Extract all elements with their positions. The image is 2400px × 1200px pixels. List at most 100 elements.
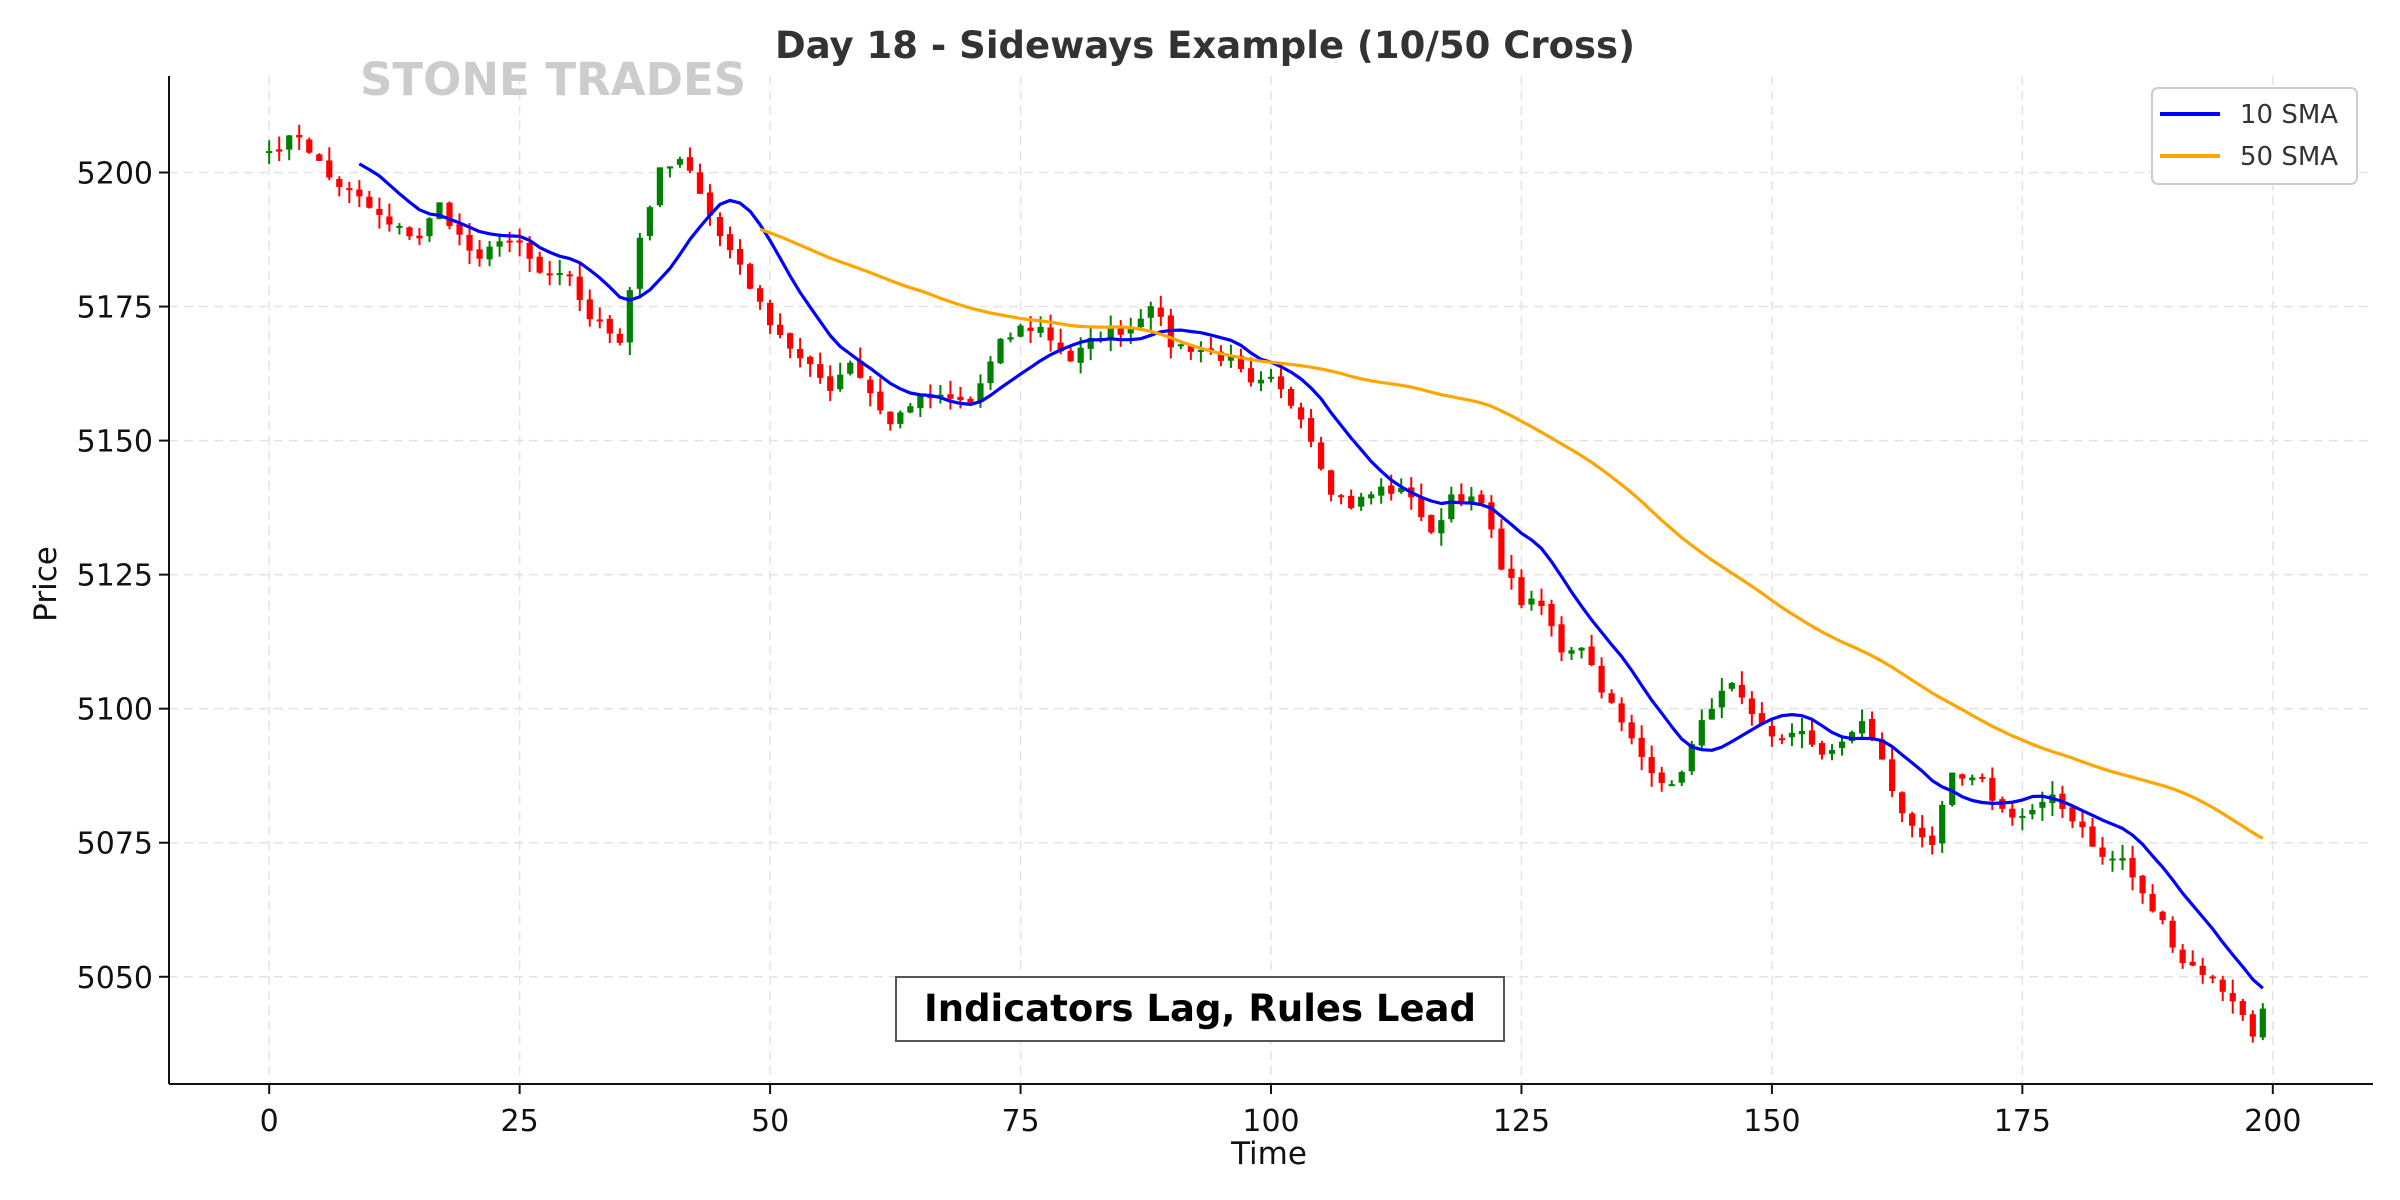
- candle-body: [1608, 693, 1615, 703]
- candle-body: [766, 302, 774, 326]
- legend-label-50-sma: 50 SMA: [2240, 142, 2338, 172]
- candle-body: [857, 360, 864, 378]
- candle-body: [1378, 486, 1385, 496]
- candle-body: [746, 264, 754, 289]
- candle-body: [1708, 708, 1715, 720]
- candle-body: [1317, 442, 1325, 469]
- candle-body: [1638, 737, 1645, 757]
- candle-body: [466, 234, 473, 251]
- candle-body: [476, 249, 483, 259]
- candle-body: [1808, 730, 1816, 745]
- candle-body: [1067, 350, 1074, 362]
- candle-body: [1418, 496, 1425, 518]
- candle-body: [286, 135, 293, 150]
- candle-body: [416, 235, 423, 239]
- candle-body: [1738, 684, 1745, 698]
- candle-body: [346, 188, 353, 191]
- x-tick-label: 125: [1493, 1104, 1550, 1139]
- candle-body: [396, 225, 403, 228]
- candle-body: [947, 394, 954, 399]
- candle-body: [1838, 741, 1846, 748]
- candle-body: [1828, 750, 1836, 754]
- candle-body: [1969, 777, 1976, 781]
- candle-body: [967, 398, 974, 403]
- annotation: Indicators Lag, Rules Lead: [895, 976, 1505, 1042]
- x-tick-label: 200: [2244, 1104, 2301, 1139]
- candle-body: [1328, 470, 1335, 495]
- candle-body: [2259, 1008, 2266, 1038]
- candle-body: [1127, 329, 1134, 334]
- sma-line-50: [759, 227, 2264, 840]
- candle-body: [2249, 1014, 2256, 1037]
- candle-body: [1468, 496, 1475, 503]
- candle-body: [566, 274, 573, 277]
- candle-body: [1438, 520, 1445, 534]
- candle-body: [276, 149, 283, 152]
- candle-body: [1858, 721, 1866, 734]
- candle-body: [1348, 495, 1355, 509]
- candle-body: [496, 241, 503, 247]
- x-tick-label: 75: [1001, 1104, 1039, 1139]
- candle-body: [606, 318, 613, 334]
- candle-body: [827, 376, 834, 391]
- candle-body: [1037, 326, 1044, 333]
- candle-body: [1488, 502, 1495, 530]
- candle-body: [756, 288, 764, 302]
- candle-body: [957, 396, 964, 401]
- ticks: 0 25 50 75 100 125 150 175 200505050755100512551…: [77, 157, 2302, 1139]
- candle-body: [356, 189, 363, 197]
- candle-body: [1949, 772, 1956, 805]
- candle-body: [847, 362, 854, 374]
- candle-body: [1919, 827, 1926, 838]
- candle-body: [987, 361, 994, 384]
- candle-body: [1568, 650, 1575, 654]
- candle-body: [306, 139, 313, 153]
- candle-body: [456, 224, 463, 235]
- candle-body: [787, 333, 794, 349]
- candle-body: [426, 218, 433, 237]
- candle-body: [1307, 417, 1315, 442]
- candle-body: [907, 406, 914, 413]
- sma-line-10: [358, 162, 2264, 990]
- candle-body: [1117, 327, 1124, 335]
- candle-body: [1909, 813, 1916, 826]
- candle-body: [867, 379, 874, 394]
- candle-body: [656, 167, 663, 206]
- candle-body: [326, 160, 333, 178]
- candle-body: [1197, 349, 1204, 352]
- candle-body: [406, 227, 413, 237]
- candle-body: [2129, 857, 2136, 878]
- candle-body: [1147, 306, 1154, 318]
- candle-body: [817, 364, 824, 378]
- candle-body: [266, 151, 273, 154]
- candle-body: [1818, 743, 1826, 755]
- candle-body: [1788, 732, 1796, 738]
- candle-body: [1899, 792, 1906, 814]
- candle-body: [917, 395, 924, 409]
- candle-body: [1137, 318, 1144, 328]
- candle-body: [807, 356, 814, 365]
- annotation-box: [895, 976, 1505, 1042]
- candle-body: [2239, 1001, 2246, 1016]
- candle-body: [1267, 376, 1275, 379]
- x-tick-label: 150: [1743, 1104, 1800, 1139]
- candle-body: [1628, 722, 1635, 739]
- candle-body: [2069, 807, 2076, 822]
- legend: 10 SMA 50 SMA: [2151, 87, 2358, 185]
- y-tick-label: 5050: [77, 961, 153, 996]
- candle-body: [716, 216, 724, 237]
- candle-body: [1598, 665, 1605, 693]
- candle-body: [2189, 961, 2196, 966]
- candle-body: [1748, 698, 1755, 715]
- candle-body: [2199, 965, 2206, 975]
- candle-body: [877, 391, 884, 411]
- candle-body: [1227, 355, 1235, 361]
- candle-body: [1368, 494, 1375, 499]
- candle-body: [696, 172, 704, 194]
- candle-body: [296, 134, 303, 138]
- candle-body: [1929, 835, 1936, 845]
- candle-body: [977, 383, 984, 402]
- candle-body: [1868, 719, 1876, 740]
- candle-body: [2169, 920, 2176, 948]
- candle-body: [556, 273, 563, 276]
